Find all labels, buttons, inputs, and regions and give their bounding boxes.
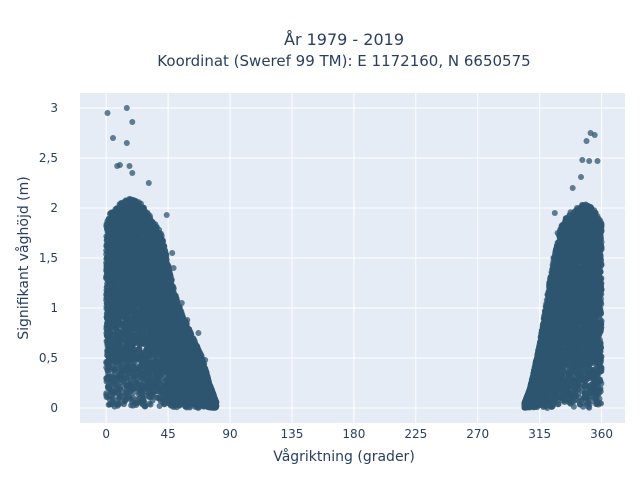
data-points bbox=[103, 105, 605, 411]
